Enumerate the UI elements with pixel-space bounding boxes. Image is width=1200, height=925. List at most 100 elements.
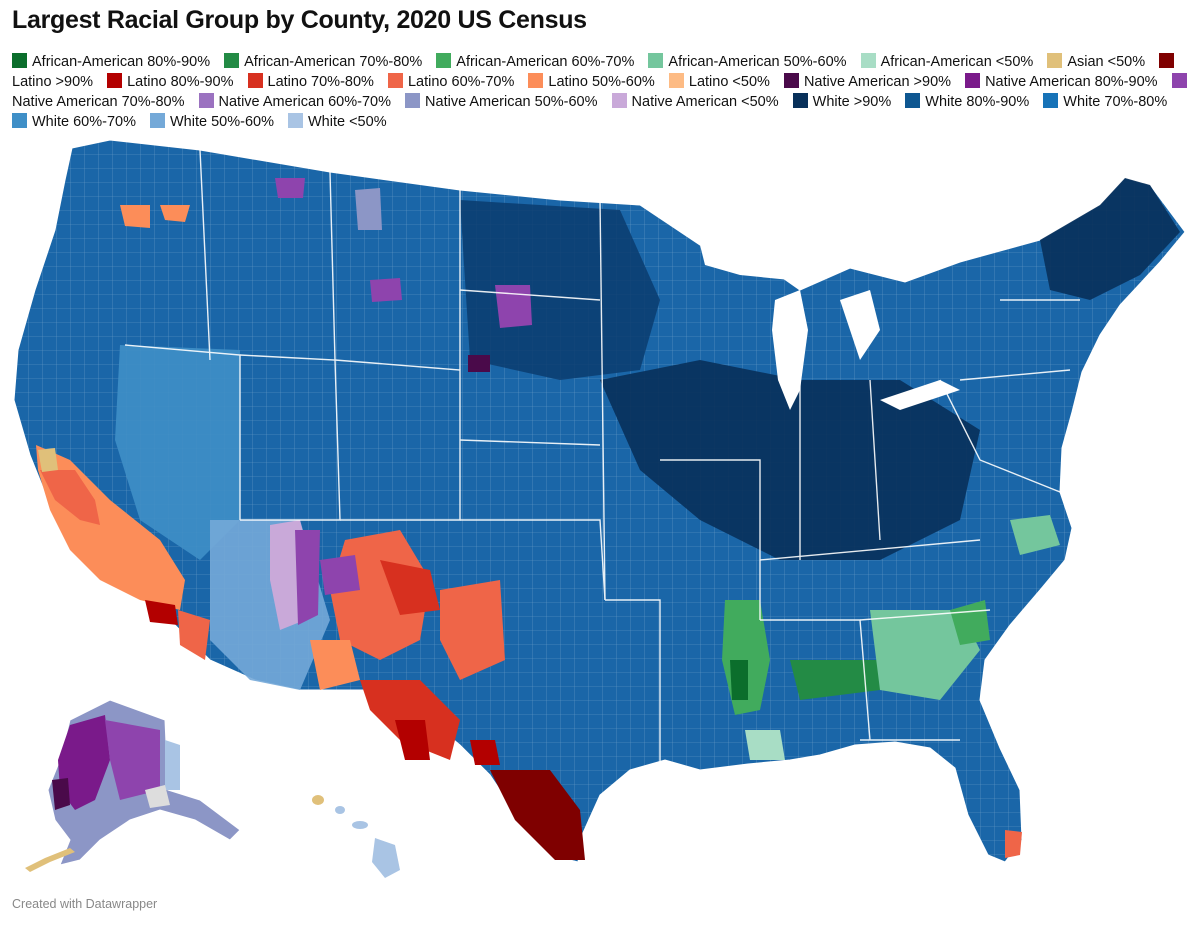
region-latino-colorado xyxy=(310,640,360,690)
legend-item: White 50%-60% xyxy=(150,113,274,130)
legend-label: Latino 60%-70% xyxy=(407,74,515,90)
legend-item: African-American 60%-70% xyxy=(436,53,635,70)
legend-label: White <50% xyxy=(308,114,387,130)
region-native-dakota xyxy=(495,285,532,328)
region-aa-georgia xyxy=(870,610,980,700)
legend-item: White >90% xyxy=(792,93,892,110)
hawaii xyxy=(312,795,400,878)
legend-item: Native American <50% xyxy=(611,93,779,110)
legend-item: White 60%-70% xyxy=(12,113,136,130)
legend-label: Native American 60%-70% xyxy=(218,94,391,110)
legend-swatch xyxy=(198,93,214,108)
legend-item: African-American 70%-80% xyxy=(224,53,423,70)
region-white-90-plains xyxy=(460,200,660,380)
legend-swatch xyxy=(436,53,452,68)
region-latino-nm-north xyxy=(380,560,440,615)
legend-swatch xyxy=(107,73,123,88)
legend-swatch xyxy=(387,73,403,88)
legend-swatch xyxy=(12,53,27,68)
legend-label: African-American 70%-80% xyxy=(244,54,423,70)
alaska-white xyxy=(165,740,180,790)
legend-item: Native American 70%-80% xyxy=(12,73,1192,110)
legend-item: Native American 60%-70% xyxy=(198,93,391,110)
region-native-nmontana xyxy=(355,188,382,230)
region-latino-south-texas xyxy=(490,770,585,860)
legend-item: White <50% xyxy=(288,113,387,130)
legend-label: Native American 50%-60% xyxy=(425,94,598,110)
legend-label: White 50%-60% xyxy=(170,114,274,130)
legend-label: White 80%-90% xyxy=(925,94,1030,110)
alaska-aleutian xyxy=(25,848,75,872)
legend-swatch xyxy=(1047,53,1063,68)
legend-item: Native American >90% xyxy=(783,73,952,90)
legend-item: Latino <50% xyxy=(668,73,770,90)
legend-item: African-American 80%-90% xyxy=(12,53,211,70)
legend-label: African-American 60%-70% xyxy=(456,54,635,70)
legend-item: African-American <50% xyxy=(860,53,1034,70)
lake-superior xyxy=(700,245,790,280)
region-asian-bayarea xyxy=(38,448,58,472)
legend-swatch xyxy=(611,93,627,108)
legend-swatch xyxy=(668,73,684,88)
legend-swatch xyxy=(224,53,240,68)
legend-swatch xyxy=(528,73,544,88)
legend-label: Latino 80%-90% xyxy=(127,74,234,90)
county-map xyxy=(13,139,1186,878)
region-aa-blackbelt xyxy=(790,660,880,700)
region-white-90-northeast xyxy=(1040,178,1180,300)
legend-swatch xyxy=(247,73,263,88)
region-native-apache xyxy=(295,530,320,625)
legend-swatch xyxy=(648,53,664,68)
region-native-dakota-south xyxy=(468,355,490,372)
legend-swatch xyxy=(860,53,876,68)
legend-item: Asian <50% xyxy=(1047,53,1146,70)
legend-label: Latino <50% xyxy=(688,74,770,90)
lake-huron-erie xyxy=(840,290,960,410)
region-latino-washington xyxy=(120,205,190,228)
legend-label: Native American 70%-80% xyxy=(12,94,185,110)
region-latino-yuma xyxy=(178,610,210,660)
legend-item: White 70%-80% xyxy=(1043,93,1168,110)
legend-swatch xyxy=(965,73,981,88)
legend-item: Native American 50%-60% xyxy=(405,93,598,110)
legend-item: Native American 80%-90% xyxy=(965,73,1158,90)
legend-item: Latino 60%-70% xyxy=(387,73,515,90)
legend-label: African-American 80%-90% xyxy=(32,54,211,70)
region-native-montana xyxy=(275,178,402,302)
legend-swatch xyxy=(288,113,303,128)
legend-label: African-American 50%-60% xyxy=(668,54,847,70)
legend: African-American 80%-90% African-America… xyxy=(12,52,1192,132)
legend-label: Asian <50% xyxy=(1067,54,1146,70)
legend-swatch xyxy=(405,93,421,108)
legend-label: Native American 80%-90% xyxy=(985,74,1158,90)
legend-label: Native American >90% xyxy=(803,74,952,90)
legend-item: African-American 50%-60% xyxy=(648,53,847,70)
region-white-60-west xyxy=(115,345,240,560)
region-latino-imperial xyxy=(145,600,178,625)
legend-label: Latino 50%-60% xyxy=(548,74,655,90)
legend-label: White 70%-80% xyxy=(1063,94,1168,110)
legend-label: White >90% xyxy=(812,94,892,110)
alaska-native xyxy=(58,715,110,810)
legend-swatch xyxy=(1159,53,1175,68)
chart-title: Largest Racial Group by County, 2020 US … xyxy=(12,6,587,34)
hawaii-big-island xyxy=(372,838,400,878)
legend-item: Latino 80%-90% xyxy=(107,73,234,90)
legend-label: African-American <50% xyxy=(880,54,1034,70)
hawaii-oahu xyxy=(335,806,345,814)
alaska-native-purple xyxy=(105,720,160,800)
legend-label: Native American <50% xyxy=(631,94,779,110)
region-aa-delta xyxy=(730,660,748,700)
credit-footer: Created with Datawrapper xyxy=(12,897,158,911)
region-latino-tx-border xyxy=(395,720,500,765)
region-latino-ca-central xyxy=(40,470,100,525)
legend-item: Latino 50%-60% xyxy=(528,73,655,90)
alaska-native-dark xyxy=(52,778,70,810)
lake-michigan xyxy=(772,290,808,410)
legend-item: White 80%-90% xyxy=(905,93,1030,110)
legend-label: Latino 70%-80% xyxy=(267,74,374,90)
hawaii-kauai xyxy=(312,795,324,805)
legend-swatch xyxy=(905,93,921,108)
legend-swatch xyxy=(150,113,165,128)
legend-item: Latino 70%-80% xyxy=(247,73,374,90)
